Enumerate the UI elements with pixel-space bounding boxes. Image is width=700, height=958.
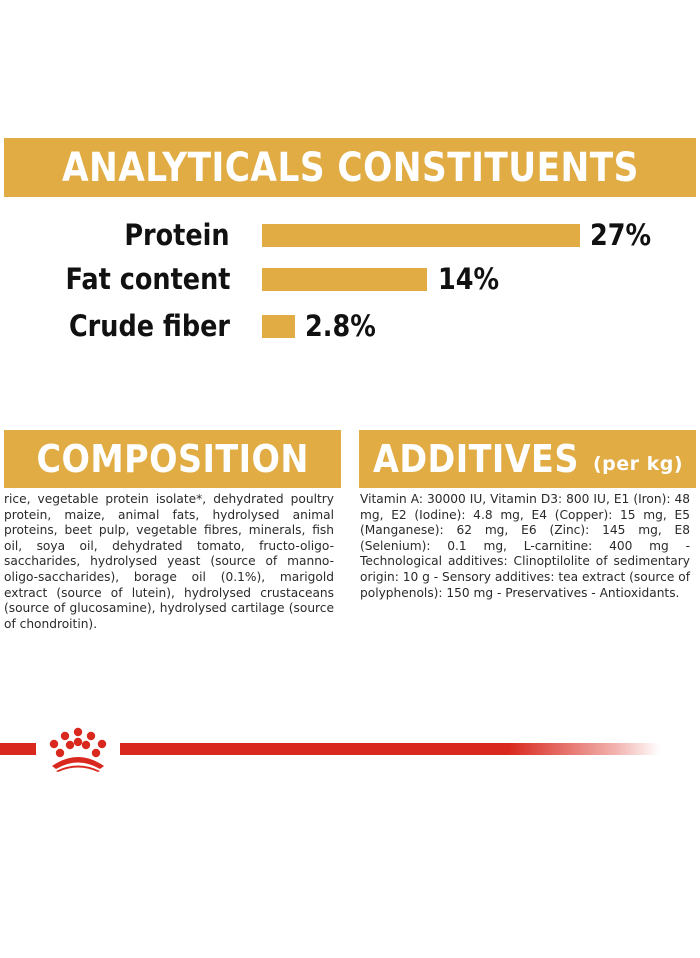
composition-title: COMPOSITION <box>36 437 309 481</box>
constituent-label: Crude fiber <box>68 309 230 343</box>
additives-text: Vitamin A: 30000 IU, Vitamin D3: 800 IU,… <box>360 492 690 600</box>
constituent-value: 14% <box>438 262 500 296</box>
constituent-label: Protein <box>124 218 230 252</box>
composition-header: COMPOSITION <box>4 430 341 488</box>
constituent-row-fat: Fat content 14% <box>0 262 700 298</box>
constituent-row-protein: Protein 27% <box>0 218 700 254</box>
constituent-value: 27% <box>590 218 652 252</box>
analytical-constituents-header: ANALYTICALS CONSTITUENTS <box>4 138 696 197</box>
constituent-value: 2.8% <box>305 309 376 343</box>
additives-subtitle: (per kg) <box>592 453 684 475</box>
constituent-label: Fat content <box>65 262 230 296</box>
brand-stripe-right <box>120 743 660 755</box>
constituent-bar <box>262 224 580 247</box>
constituent-row-fiber: Crude fiber 2.8% <box>0 309 700 345</box>
additives-header: ADDITIVES (per kg) <box>359 430 696 488</box>
composition-text: rice, vegetable protein isolate*, dehydr… <box>4 492 334 631</box>
constituent-bar <box>262 268 427 291</box>
royal-crown-icon <box>49 727 107 772</box>
brand-footer <box>0 722 700 772</box>
analytical-constituents-title: ANALYTICALS CONSTITUENTS <box>61 144 639 191</box>
constituent-bar <box>262 315 295 338</box>
additives-title: ADDITIVES <box>373 437 579 481</box>
brand-stripe-left <box>0 743 36 755</box>
